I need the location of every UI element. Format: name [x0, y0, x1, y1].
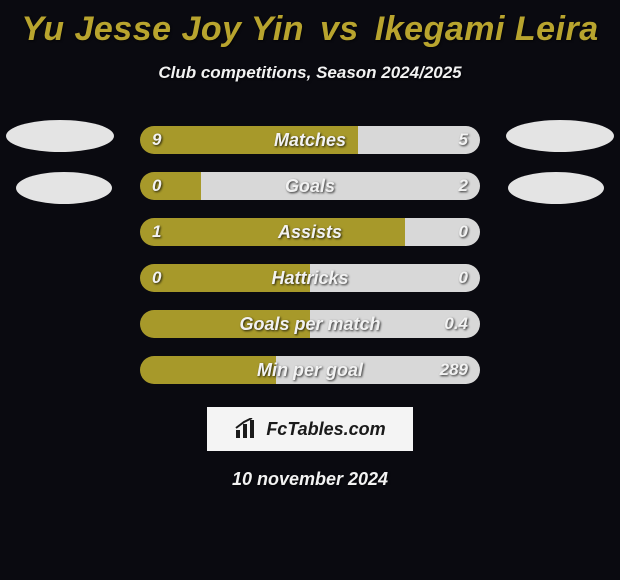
- stat-row: Assists10: [0, 209, 620, 255]
- vs-word: vs: [320, 10, 359, 48]
- stat-bar-right: [310, 264, 480, 292]
- stat-bar: Assists10: [140, 218, 480, 246]
- bar-chart-icon: [234, 418, 260, 440]
- logo-text: FcTables.com: [266, 419, 385, 440]
- stat-bar-right: [310, 310, 480, 338]
- stat-bar: Matches95: [140, 126, 480, 154]
- stat-row: Hattricks00: [0, 255, 620, 301]
- player-left-name: Yu Jesse Joy Yin: [21, 10, 304, 48]
- stat-bar: Goals per match0.4: [140, 310, 480, 338]
- stat-bar: Hattricks00: [140, 264, 480, 292]
- stat-row: Min per goal289: [0, 347, 620, 393]
- stat-row: Goals02: [0, 163, 620, 209]
- logo-box: FcTables.com: [207, 407, 413, 451]
- stat-bar: Min per goal289: [140, 356, 480, 384]
- stat-bar-right: [405, 218, 480, 246]
- stat-row: Goals per match0.4: [0, 301, 620, 347]
- stat-bar-right: [276, 356, 480, 384]
- stat-bar-left: [140, 264, 310, 292]
- stat-bar-left: [140, 218, 405, 246]
- stat-row: Matches95: [0, 117, 620, 163]
- stat-bar-left: [140, 356, 276, 384]
- page-title: Yu Jesse Joy Yin vs Ikegami Leira: [0, 0, 620, 49]
- infographic-root: Yu Jesse Joy Yin vs Ikegami Leira Club c…: [0, 0, 620, 580]
- stat-bar-right: [201, 172, 480, 200]
- player-right-name: Ikegami Leira: [375, 10, 599, 48]
- date-text: 10 november 2024: [0, 469, 620, 490]
- stat-bar-right: [358, 126, 480, 154]
- stat-bar-left: [140, 172, 201, 200]
- stat-bar-left: [140, 126, 358, 154]
- stat-bar-left: [140, 310, 310, 338]
- stat-rows: Matches95 Goals02 Assists10 Hattricks00 Goal…: [0, 117, 620, 393]
- stat-bar: Goals02: [140, 172, 480, 200]
- subtitle: Club competitions, Season 2024/2025: [0, 63, 620, 83]
